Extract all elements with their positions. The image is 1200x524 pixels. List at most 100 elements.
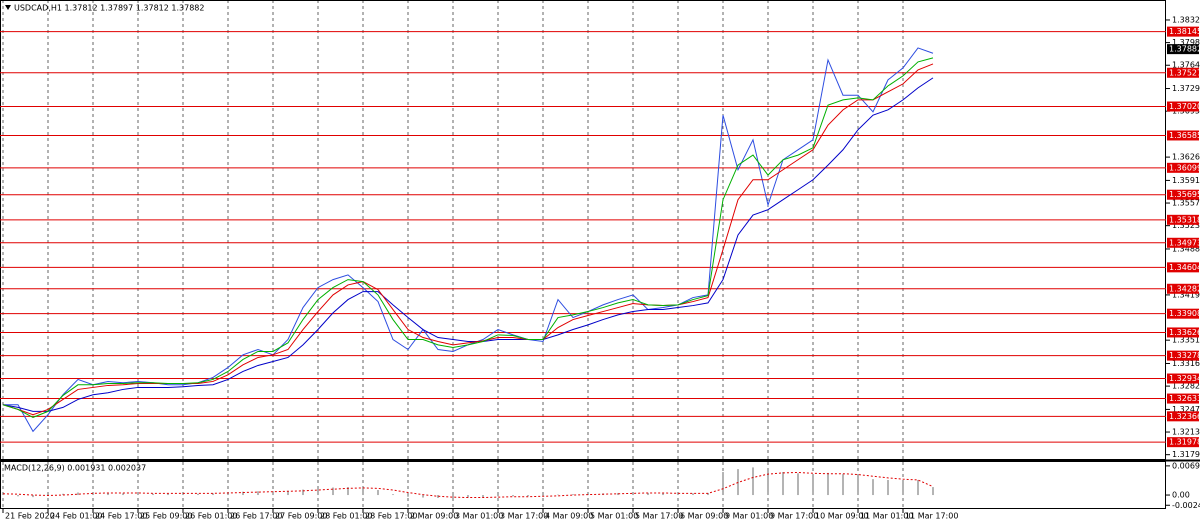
histogram-bar [77, 492, 79, 496]
x-tick-label: 24 Feb 17:00 [95, 512, 147, 521]
level-label: 1.32633 [1169, 394, 1200, 403]
histogram-bar [242, 491, 244, 496]
x-tick-label: 5 Mar 17:00 [635, 512, 683, 521]
histogram-bar [92, 492, 94, 496]
level-label-box [1167, 350, 1199, 361]
last-price-label: 1.37882 [1169, 45, 1200, 54]
histogram-bar [677, 493, 679, 496]
level-label-box [1167, 262, 1199, 273]
y-tick-label: 1.32820 [1172, 382, 1200, 391]
y-tick-label: 1.34880 [1172, 244, 1200, 253]
histogram-bar [572, 494, 574, 496]
level-label-box [1167, 393, 1199, 404]
level-label: 1.34282 [1169, 284, 1200, 293]
histogram-bar [812, 474, 814, 496]
histogram-bar [827, 472, 829, 496]
level-label: 1.38145 [1169, 27, 1200, 36]
x-tick-label: 26 Feb 01:00 [185, 512, 237, 521]
level-label: 1.37020 [1169, 102, 1200, 111]
y-tick-label: 1.34190 [1172, 290, 1200, 299]
level-label-box [1167, 67, 1199, 78]
histogram-bar [407, 495, 409, 497]
histogram-bar [122, 493, 124, 496]
histogram-bar [917, 479, 919, 496]
y-tick-label: 1.37290 [1172, 84, 1200, 93]
x-tick-label: 26 Feb 17:00 [230, 512, 282, 521]
level-label: 1.33626 [1169, 328, 1200, 337]
level-label: 1.35695 [1169, 190, 1200, 199]
signal-line [2, 471, 934, 499]
histogram-bar [317, 488, 319, 496]
y-tick-label: 1.35910 [1172, 176, 1200, 185]
y-tick-label: 1.37640 [1172, 61, 1200, 70]
x-tick-label: 11 Mar 17:00 [905, 512, 958, 521]
histogram-bar [527, 495, 529, 497]
level-label-box [1167, 411, 1199, 422]
y-tick-label: 1.38320 [1172, 15, 1200, 24]
last-price-box [1167, 44, 1199, 55]
x-tick-label: 9 Mar 17:00 [770, 512, 818, 521]
y-tick-label: -0.002444 [1172, 501, 1200, 510]
level-label: 1.36099 [1169, 163, 1200, 172]
histogram-bar [647, 492, 649, 496]
x-tick-label: 3 Mar 17:00 [500, 512, 548, 521]
histogram-bar [302, 489, 304, 496]
collapse-icon[interactable] [5, 5, 11, 10]
x-tick-label: 21 Feb 2020 [5, 512, 55, 521]
histogram-bar [137, 493, 139, 496]
histogram-bar [152, 493, 154, 496]
y-tick-label: 1.32130 [1172, 428, 1200, 437]
histogram-bar [257, 491, 259, 496]
level-label-box [1167, 189, 1199, 200]
x-tick-label: 27 Feb 09:00 [275, 512, 327, 521]
histogram-bar [467, 495, 469, 498]
level-label-box [1167, 308, 1199, 319]
level-label: 1.31978 [1169, 438, 1200, 447]
y-tick-label: 1.35570 [1172, 199, 1200, 208]
level-label-box [1167, 327, 1199, 338]
x-tick-label: 10 Mar 09:00 [815, 512, 868, 521]
x-tick-label: 4 Mar 09:00 [545, 512, 593, 521]
histogram-bar [167, 493, 169, 496]
moving-average [2, 57, 934, 418]
level-label-box [1167, 283, 1199, 294]
histogram-bar [197, 493, 199, 496]
level-label: 1.37527 [1169, 68, 1200, 77]
histogram-bar [332, 487, 334, 496]
histogram-bar [662, 493, 664, 496]
histogram-bar [272, 491, 274, 496]
y-tick-label: 1.35230 [1172, 221, 1200, 230]
histogram-bar [182, 493, 184, 496]
level-label-box [1167, 130, 1199, 141]
level-label: 1.36585 [1169, 131, 1200, 140]
histogram-bar [362, 487, 364, 496]
histogram-bar [902, 480, 904, 496]
y-tick-label: 1.31790 [1172, 450, 1200, 459]
histogram-bar [2, 494, 4, 496]
level-label: 1.33908 [1169, 309, 1200, 318]
histogram-bar [212, 493, 214, 496]
level-label: 1.32934 [1169, 374, 1200, 383]
level-label-box [1167, 437, 1199, 448]
level-label: 1.33278 [1169, 351, 1200, 360]
x-tick-label: 24 Feb 01:00 [50, 512, 102, 521]
histogram-bar [422, 495, 424, 498]
histogram-bar [557, 494, 559, 496]
histogram-bar [32, 495, 34, 498]
level-label-box [1167, 373, 1199, 384]
histogram-bar [227, 492, 229, 496]
histogram-bar [632, 492, 634, 496]
histogram-bar [107, 492, 109, 496]
x-tick-label: 9 Mar 01:00 [725, 512, 773, 521]
x-tick-label: 3 Mar 01:00 [455, 512, 503, 521]
level-label-box [1167, 214, 1199, 225]
x-tick-label: 25 Feb 09:00 [140, 512, 192, 521]
histogram-bar [932, 487, 934, 496]
histogram-bar [542, 495, 544, 497]
y-tick-label: 1.33160 [1172, 359, 1200, 368]
histogram-bar [287, 490, 289, 496]
level-label: 1.32366 [1169, 412, 1200, 421]
histogram-bar [377, 490, 379, 496]
